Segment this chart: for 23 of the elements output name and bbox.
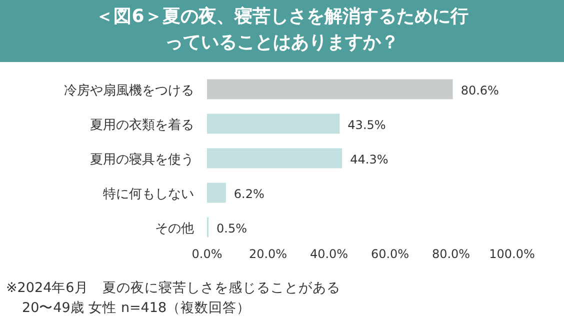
bar: [207, 182, 226, 203]
data-label: 44.3%: [350, 152, 388, 166]
x-tick-label: 100.0%: [489, 247, 535, 261]
data-label: 80.6%: [460, 83, 499, 98]
data-label: 43.5%: [348, 118, 386, 132]
x-tick-label: 40.0%: [310, 247, 348, 261]
y-tick-label: 夏用の寝具を使う: [90, 152, 194, 168]
y-tick-label: 夏用の衣類を着る: [90, 116, 194, 133]
text: 20〜49歳 女性 n=418（複数回答）: [22, 300, 251, 316]
y-tick-label: 特に何もしない: [103, 186, 194, 202]
chart-title: ＜図6＞夏の夜、寝苦しさを解消するために行っていることはありますか？: [94, 5, 470, 55]
y-tick-label: 冷房や扇風機をつける: [64, 82, 194, 98]
x-tick-label: 20.0%: [248, 247, 288, 261]
x-tick-label: 0.0%: [192, 247, 222, 261]
data-label: 0.5%: [216, 221, 248, 236]
bar: [207, 79, 453, 100]
x-tick-label: 60.0%: [370, 247, 410, 261]
x-tick-label: 80.0%: [432, 247, 470, 261]
bar: [207, 148, 342, 168]
data-label: 6.2%: [234, 186, 264, 201]
text: ※2024年6月 夏の夜に寝苦しさを感じることがある: [6, 280, 340, 296]
y-tick-label: その他: [155, 221, 194, 236]
bar: [207, 114, 340, 134]
